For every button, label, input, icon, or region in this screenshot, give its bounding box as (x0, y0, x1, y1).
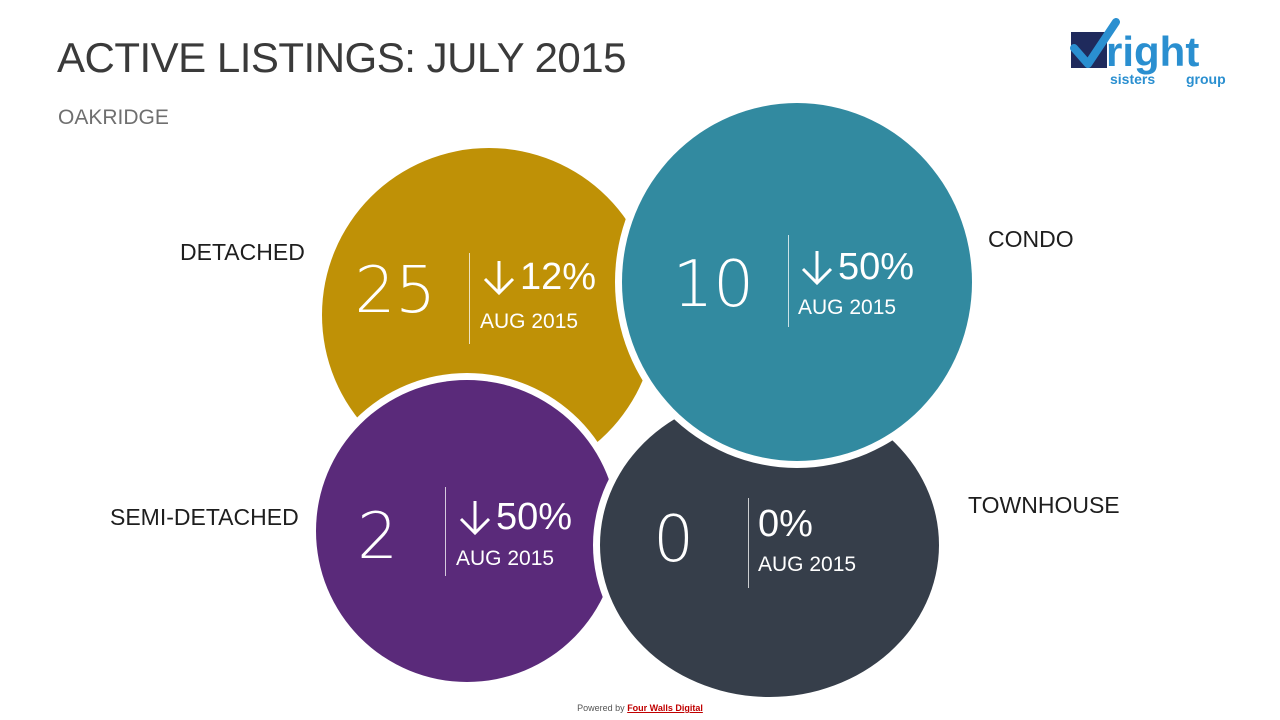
townhouse-change-value: 0% (758, 503, 813, 545)
condo-divider (788, 235, 789, 327)
semi-detached-change: 50% (458, 496, 572, 539)
semi-detached-change-value: 50% (496, 496, 573, 538)
condo-count: 10 (672, 248, 754, 322)
semi-detached-circle: 2 50% AUG 2015 (316, 380, 618, 682)
condo-change-value: 50% (838, 246, 915, 288)
townhouse-count: 0 (653, 503, 694, 577)
townhouse-circle: 0 0% AUG 2015 (600, 393, 939, 697)
down-arrow-icon (459, 500, 491, 535)
townhouse-label: TOWNHOUSE (968, 492, 1120, 518)
page-title: ACTIVE LISTINGS: JULY 2015 (57, 34, 627, 81)
semi-detached-divider (445, 487, 446, 576)
semi-detached-count: 2 (357, 500, 398, 574)
logo-word: right (1106, 28, 1199, 75)
condo-label: CONDO (988, 226, 1074, 252)
down-arrow-icon (801, 250, 833, 285)
condo-circle: 10 50% AUG 2015 (622, 103, 972, 461)
logo-sisters: sisters (1110, 71, 1155, 87)
detached-change-value: 12% (520, 256, 597, 298)
semi-detached-period: AUG 2015 (456, 547, 555, 570)
detached-count: 25 (354, 254, 436, 328)
detached-divider (469, 253, 470, 344)
townhouse-change: 0% (758, 503, 813, 546)
semi-detached-label: SEMI-DETACHED (110, 504, 299, 530)
page-subtitle: OAKRIDGE (58, 106, 169, 129)
townhouse-period: AUG 2015 (758, 553, 857, 576)
condo-period: AUG 2015 (798, 296, 897, 319)
logo-group: group (1186, 71, 1226, 87)
footer-brand-link[interactable]: Four Walls Digital (627, 703, 703, 713)
condo-change: 50% (800, 246, 914, 289)
townhouse-divider (748, 498, 749, 588)
company-logo: right sisters group (1068, 18, 1238, 92)
detached-change: 12% (482, 256, 596, 299)
detached-label: DETACHED (180, 239, 305, 265)
footer: Powered by Four Walls Digital (0, 703, 1280, 713)
down-arrow-icon (483, 260, 515, 295)
detached-period: AUG 2015 (480, 310, 579, 333)
footer-prefix: Powered by (577, 703, 625, 713)
